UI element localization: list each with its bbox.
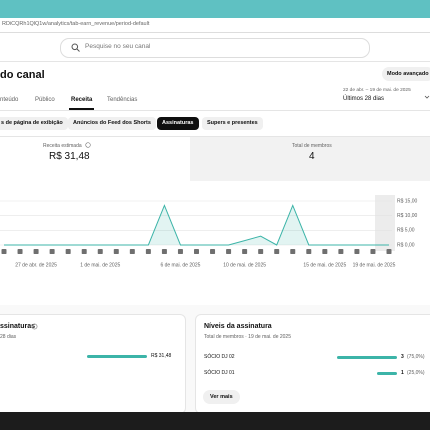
- info-icon[interactable]: [85, 142, 91, 148]
- y-tick-label: R$ 5,00: [397, 228, 415, 234]
- metric-card-inactive[interactable]: [190, 137, 430, 181]
- tier-name: SÓCIO DJ 02: [204, 354, 235, 360]
- video-icon: [49, 249, 55, 254]
- video-icon: [177, 249, 183, 254]
- metric-label: Receita estimada: [43, 143, 82, 149]
- chip[interactable]: Anúncios do Feed dos Shorts: [68, 117, 156, 130]
- video-icon: [161, 249, 167, 254]
- video-icon: [226, 249, 232, 254]
- subscriptions-card: [0, 314, 186, 414]
- chip[interactable]: Supers e presentes: [202, 117, 263, 130]
- x-tick-label: 15 de mai. de 2025: [303, 262, 346, 268]
- tab[interactable]: Público: [35, 97, 55, 103]
- video-icon: [322, 249, 328, 254]
- date-period[interactable]: Últimos 28 dias: [343, 96, 385, 102]
- chip-active[interactable]: Assinaturas: [157, 117, 199, 130]
- video-icon: [370, 249, 376, 254]
- divider: [0, 110, 430, 111]
- video-icon: [145, 249, 151, 254]
- search-box[interactable]: [60, 38, 370, 58]
- taskbar: [0, 412, 430, 430]
- browser-bar: [0, 0, 430, 18]
- tier-count: 1: [401, 370, 404, 376]
- video-icon: [129, 249, 135, 254]
- date-range: 22 de abr. – 19 de mai. de 2025: [343, 88, 411, 93]
- url: RDiCQRh1QlQ1w/analytics/tab-earn_revenue…: [2, 21, 150, 27]
- x-tick-label: 1 de mai. de 2025: [80, 262, 120, 268]
- divider: [0, 61, 430, 62]
- chevron[interactable]: [424, 94, 430, 100]
- chart: R$ 0,00 R$ 5,00 R$ 10,00 R$ 15,00 27 de abr.…: [0, 195, 418, 268]
- tier-bar: [377, 371, 397, 375]
- info-icon[interactable]: [31, 323, 38, 330]
- tab-underline: [69, 108, 94, 110]
- line: [4, 204, 389, 246]
- tab[interactable]: nteúdo: [0, 97, 19, 103]
- card-title: ssinaturas: [0, 323, 36, 330]
- x-tick-label: 10 de mai. de 2025: [223, 262, 266, 268]
- page-title: do canal: [0, 69, 45, 81]
- video-icon: [1, 249, 7, 254]
- x-tick-label: 6 de mai. de 2025: [160, 262, 200, 268]
- video-icon: [354, 249, 360, 254]
- video-icon: [194, 249, 199, 254]
- divider: [0, 136, 430, 137]
- card-title: Níveis da assinatura: [204, 323, 272, 330]
- advanced-mode-button[interactable]: Modo avançado: [382, 67, 430, 81]
- chip[interactable]: s de página de exibição: [0, 117, 68, 130]
- area: [4, 205, 389, 245]
- y-tick-label: R$ 15,00: [397, 198, 418, 204]
- search-icon: [71, 43, 80, 52]
- more-button[interactable]: Ver mais: [203, 390, 240, 404]
- video-icon: [242, 249, 248, 254]
- video-icon: [274, 249, 280, 254]
- card-subtitle: 28 dias: [0, 334, 17, 340]
- tab-active[interactable]: Receita: [71, 97, 93, 103]
- video-icon: [338, 249, 344, 254]
- video-icon: [113, 249, 119, 254]
- video-icon: [386, 249, 392, 254]
- video-icon: [290, 249, 296, 254]
- y-tick-label: R$ 0,00: [397, 242, 415, 248]
- x-tick-label: 27 de abr. de 2025: [15, 262, 57, 268]
- metric-label: Total de membros: [292, 143, 332, 149]
- bar: [87, 355, 147, 358]
- tier-percent: (75,0%): [407, 354, 425, 360]
- video-icon: [306, 249, 312, 254]
- search-placeholder: Pesquise no seu canal: [85, 43, 151, 50]
- metric-value: 4: [309, 151, 315, 162]
- tier-bar: [337, 355, 397, 359]
- y-tick-label: R$ 10,00: [397, 213, 418, 219]
- tier-percent: (25,0%): [407, 370, 425, 376]
- video-icon: [17, 249, 23, 254]
- tier-count: 3: [401, 354, 404, 360]
- video-icon: [258, 249, 264, 254]
- address-bar: [0, 18, 430, 33]
- bar-label: R$ 31,48: [151, 353, 172, 359]
- metric-value: R$ 31,48: [49, 151, 90, 162]
- video-icon: [81, 249, 87, 254]
- video-icon: [97, 249, 103, 254]
- partial-period-band: [375, 195, 395, 251]
- tier-name: SÓCIO DJ 01: [204, 370, 235, 376]
- card-subtitle: Total de membros · 19 de mai. de 2025: [204, 334, 291, 340]
- video-icon: [65, 249, 71, 254]
- video-icon: [210, 249, 216, 254]
- video-icon: [33, 249, 39, 254]
- tab[interactable]: Tendências: [107, 97, 138, 103]
- x-tick-label: 19 de mai. de 2025: [353, 262, 396, 268]
